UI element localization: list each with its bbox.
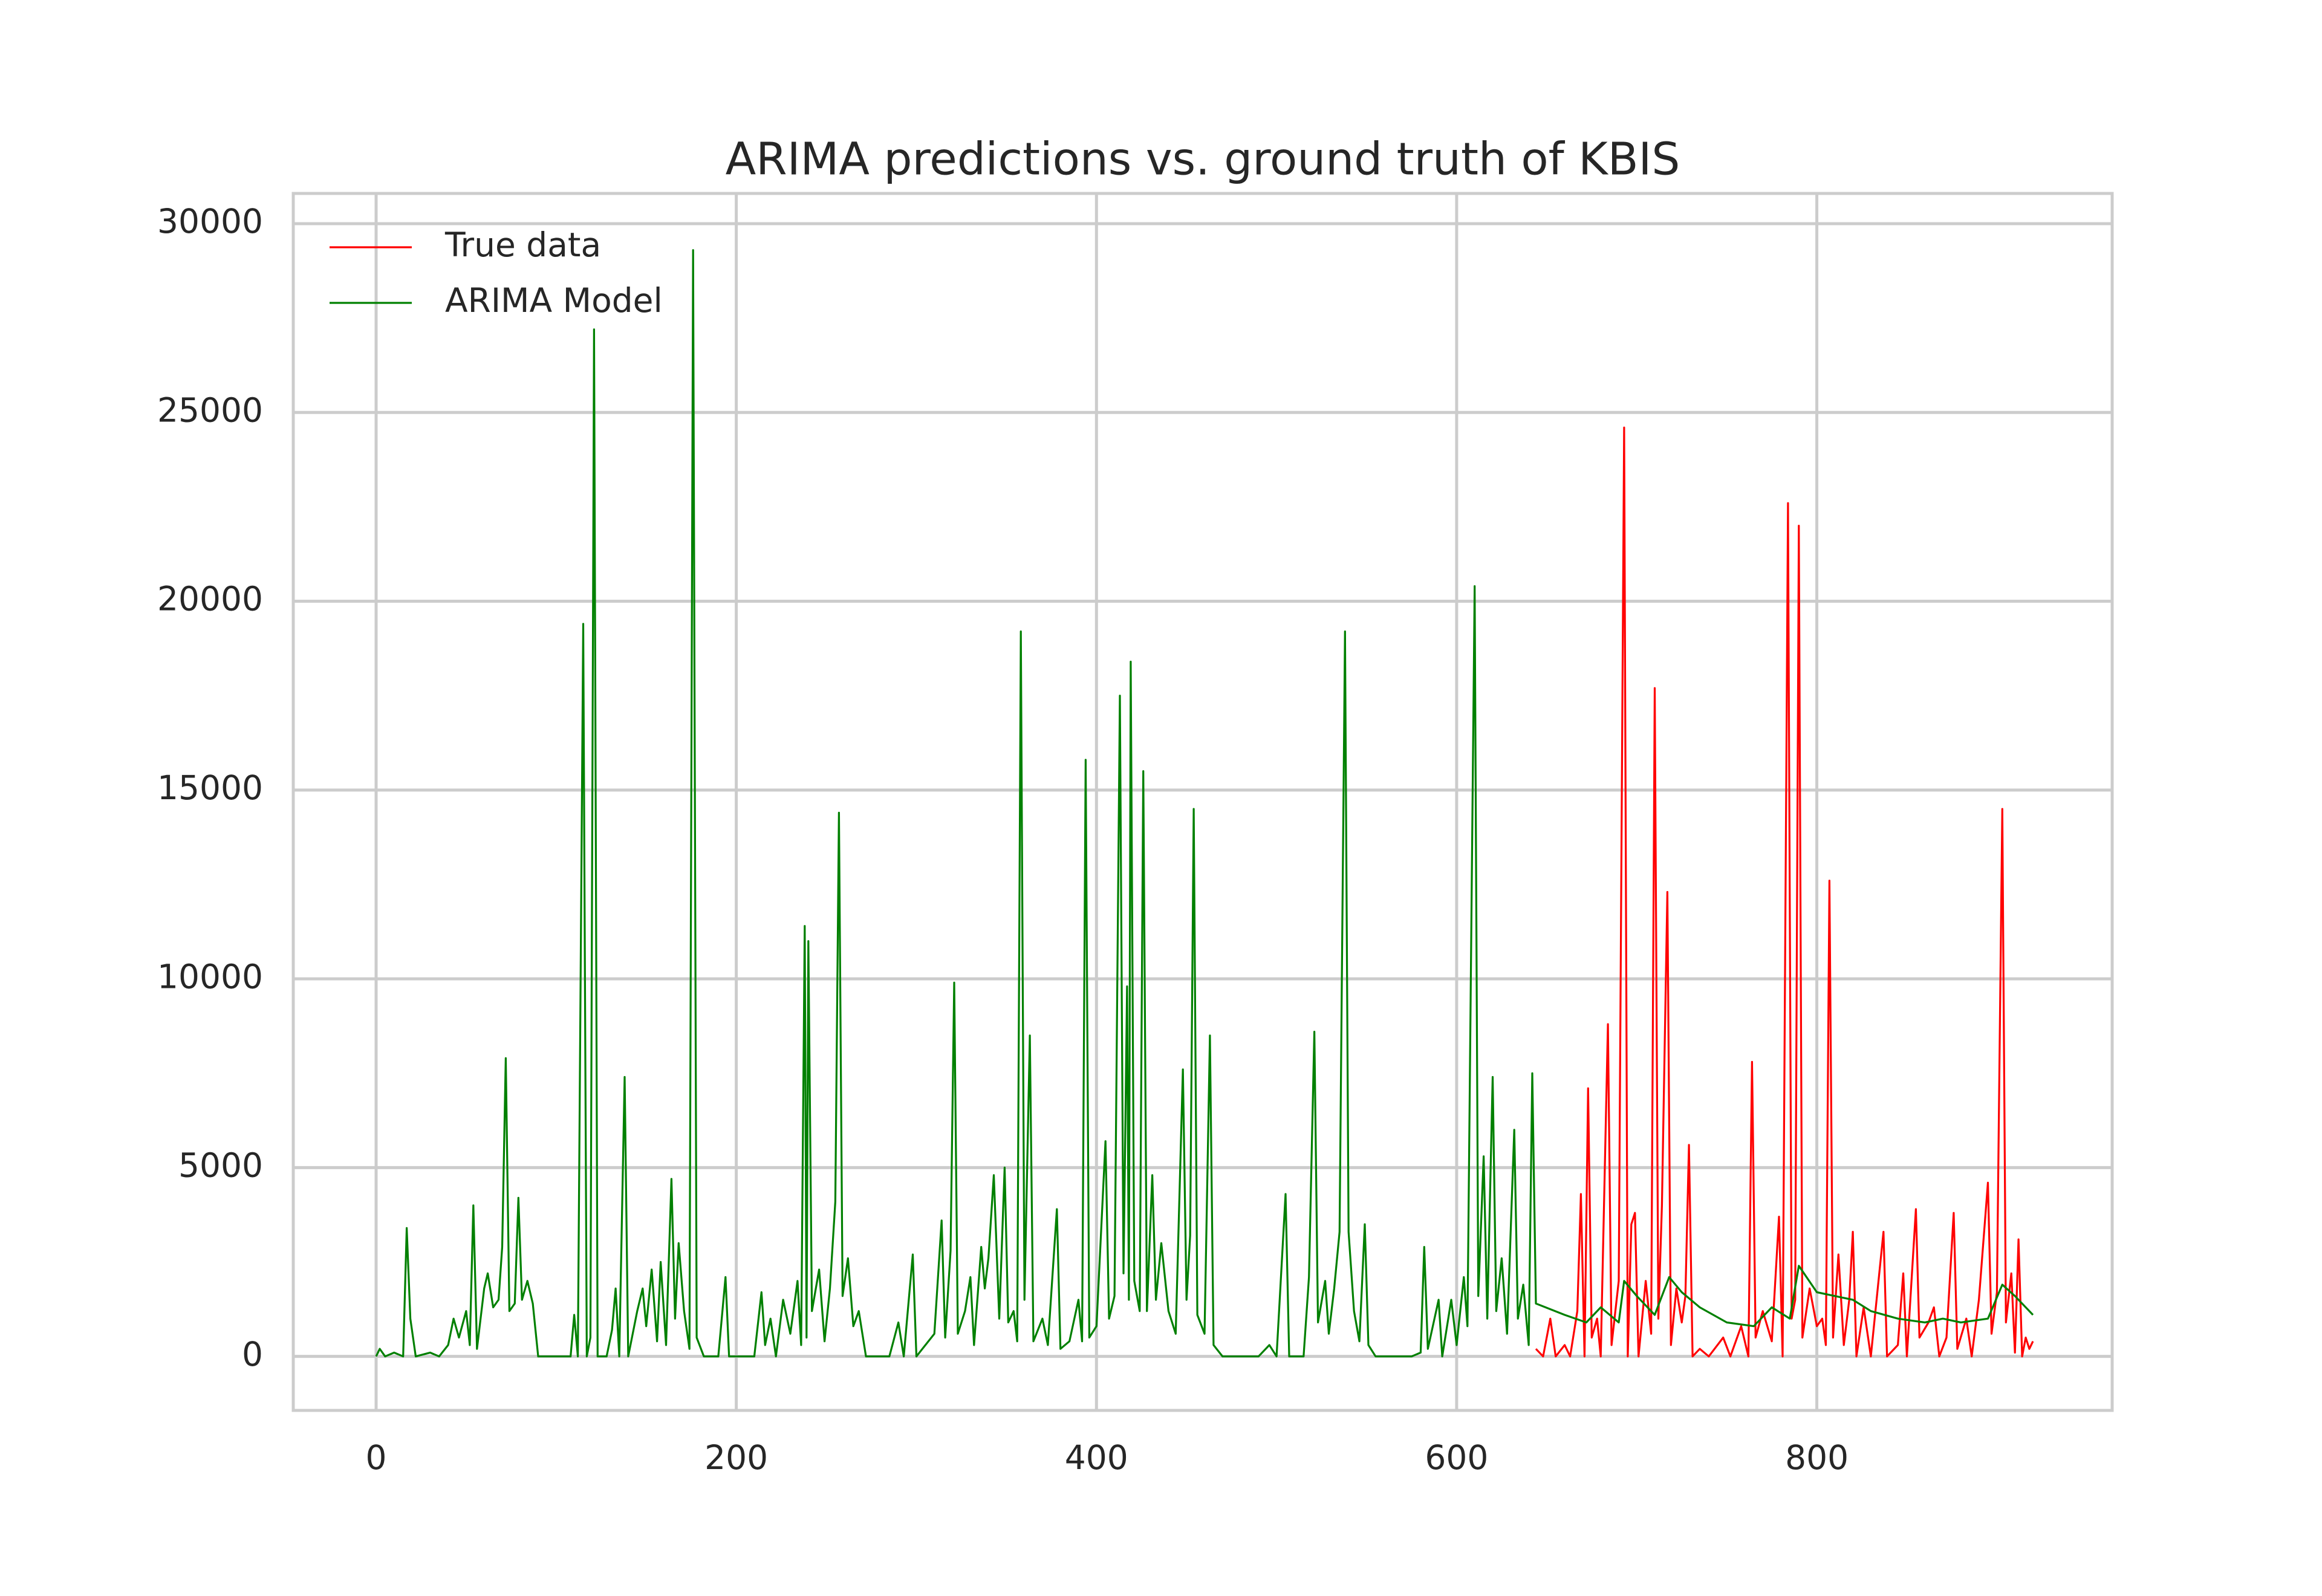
x-tick-label: 200	[704, 1438, 768, 1477]
y-tick-label: 10000	[157, 957, 263, 996]
legend-label: True data	[444, 225, 601, 264]
series-line	[375, 249, 2034, 1358]
y-tick-label: 20000	[157, 580, 263, 618]
y-tick-label: 25000	[157, 391, 263, 429]
x-tick-label: 0	[365, 1438, 386, 1477]
series-line	[1535, 426, 2034, 1358]
y-tick-label: 15000	[157, 768, 263, 807]
y-tick-label: 5000	[178, 1146, 263, 1185]
chart-title: ARIMA predictions vs. ground truth of KB…	[726, 134, 1680, 186]
axes-frame	[291, 192, 2114, 1412]
legend: True data ARIMA Model	[330, 225, 663, 320]
plot-area	[375, 249, 2034, 1358]
y-tick-label: 30000	[157, 202, 263, 241]
x-tick-label: 400	[1065, 1438, 1128, 1477]
legend-label: ARIMA Model	[445, 281, 663, 320]
y-tick-label: 0	[242, 1335, 263, 1374]
x-tick-label: 800	[1785, 1438, 1849, 1477]
x-tick-label: 600	[1425, 1438, 1488, 1477]
